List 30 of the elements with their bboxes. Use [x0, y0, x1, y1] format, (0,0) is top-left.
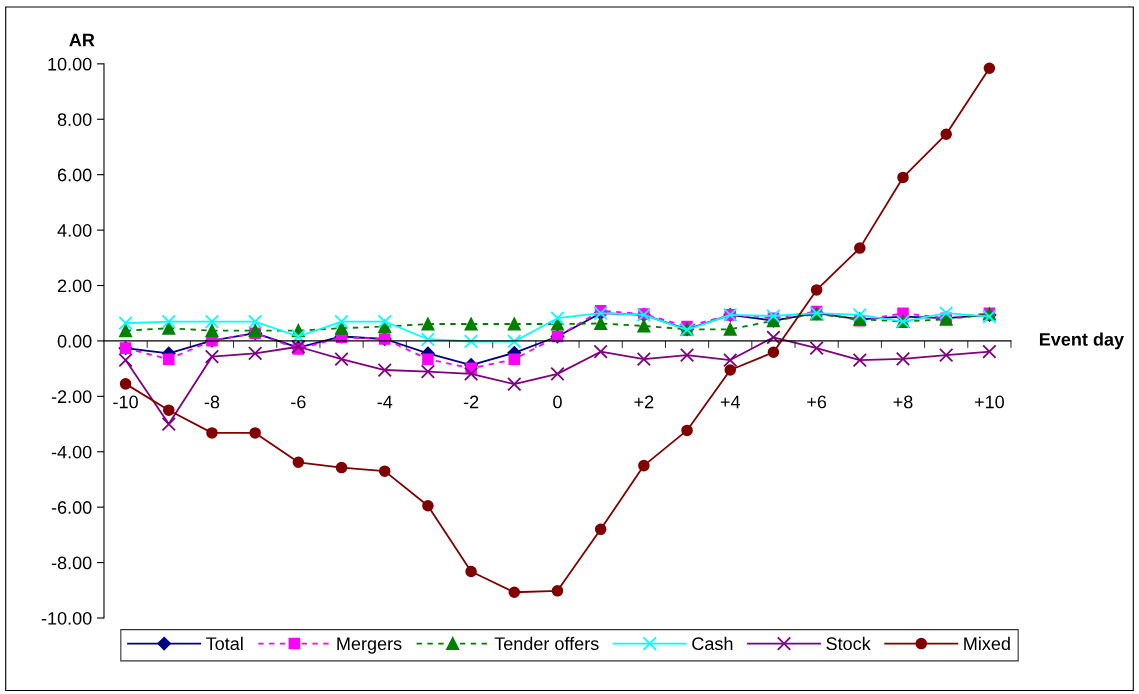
y-axis-title: AR [69, 33, 95, 47]
y-tick-label: 6.00 [57, 168, 92, 182]
legend-label: Tender offers [494, 636, 599, 651]
x-tick-label: +8 [893, 395, 913, 409]
y-tick-label: -6.00 [51, 501, 92, 514]
x-axis-title: Event day [1039, 332, 1124, 350]
x-tick-label: -8 [204, 395, 220, 409]
x-tick-label: +10 [974, 395, 1004, 409]
x-tick-label: -4 [377, 395, 393, 409]
y-tick-label: 10.00 [48, 57, 92, 71]
x-tick-label: +2 [634, 395, 654, 409]
x-tick-label: +6 [807, 395, 827, 409]
legend-label: Mixed [964, 636, 1010, 651]
x-tick-label: +4 [720, 395, 741, 409]
x-tick-label: -6 [291, 395, 306, 409]
y-tick-label: 8.00 [57, 113, 92, 126]
x-tick-label: -2 [463, 395, 479, 409]
x-tick-label: 0 [553, 395, 562, 409]
y-tick-label: -2.00 [51, 390, 92, 404]
y-tick-label: 2.00 [57, 279, 92, 293]
y-tick-label: 4.00 [57, 224, 92, 237]
y-tick-label: -10.00 [41, 611, 92, 625]
legend-label: Cash [692, 636, 733, 651]
y-tick-label: 0.00 [57, 334, 92, 348]
y-tick-label: -4.00 [51, 445, 92, 459]
legend-label: Stock [826, 636, 871, 651]
y-tick-label: -8.00 [51, 556, 92, 570]
x-tick-label: -10 [113, 395, 138, 409]
legend-label: Mergers [337, 637, 402, 654]
legend-label: Total [206, 636, 243, 651]
